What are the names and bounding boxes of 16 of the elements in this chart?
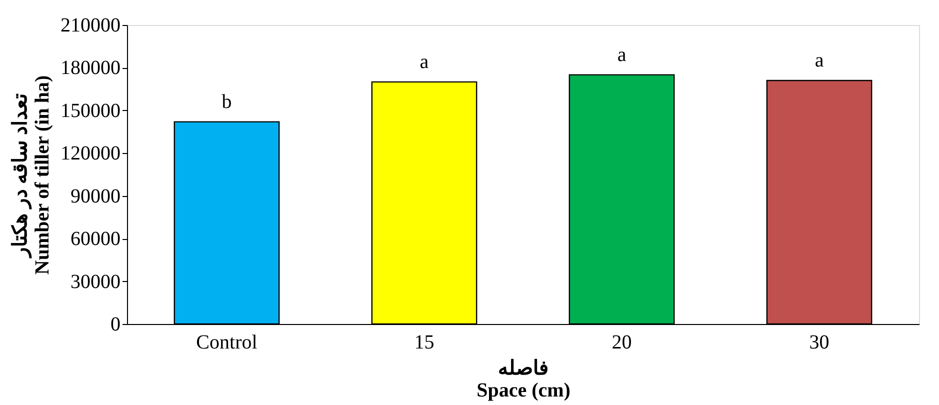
- y-tick-label: 120000: [60, 142, 120, 165]
- y-tick-label: 60000: [70, 228, 120, 250]
- x-tick-label: 20: [612, 332, 632, 354]
- y-tick-label: 150000: [60, 100, 120, 122]
- annotation: b: [222, 90, 232, 113]
- y-tick-label: 0: [110, 314, 120, 336]
- y-tick-label: 210000: [60, 14, 120, 36]
- y-tick-label: 180000: [60, 57, 120, 80]
- y-tick-label: 90000: [70, 185, 120, 208]
- annotation: a: [814, 50, 824, 72]
- annotation: a: [420, 50, 429, 73]
- x-tick-label: 15: [414, 332, 434, 354]
- y-tick-label: 30000: [70, 270, 120, 293]
- annotation: a: [617, 44, 626, 66]
- x-tick-label: 30: [809, 332, 830, 354]
- x-tick-label: Control: [196, 332, 258, 354]
